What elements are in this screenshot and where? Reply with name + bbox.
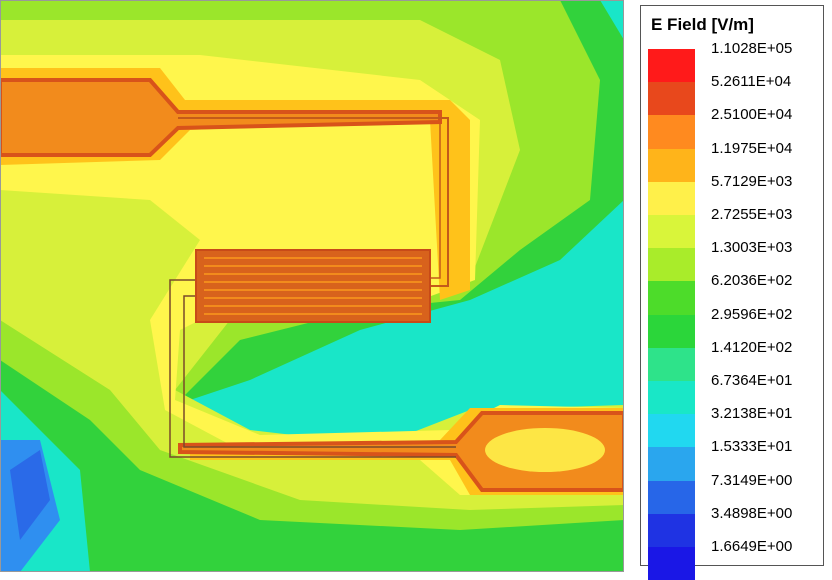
legend-swatch <box>648 82 695 116</box>
legend-swatch <box>648 347 695 382</box>
legend-swatch <box>648 447 695 481</box>
legend-swatch <box>648 248 695 282</box>
legend-tick-label: 1.1028E+05 <box>711 40 793 57</box>
legend-tick-label: 3.2138E+01 <box>711 405 793 423</box>
legend-tick-label: 1.1975E+04 <box>711 139 793 157</box>
legend-tick-label: 5.7129E+03 <box>711 172 793 190</box>
legend-swatch <box>648 414 695 448</box>
legend-title: E Field [V/m] <box>651 15 754 34</box>
lead-top <box>178 117 449 287</box>
legend-tick-label: 1.6649E+00 <box>711 538 793 555</box>
e-field-plot <box>0 0 624 572</box>
legend-tick-label: 1.3003E+03 <box>711 239 793 257</box>
legend-swatch <box>648 181 695 216</box>
legend-tick-label: 2.9596E+02 <box>711 305 793 323</box>
legend-swatch <box>648 49 695 83</box>
legend-tick-label: 2.5100E+04 <box>711 106 793 124</box>
legend-tick-label: 6.7364E+01 <box>711 372 793 389</box>
lead-top-inner <box>428 124 441 279</box>
legend-swatch <box>648 215 695 249</box>
legend-swatch <box>648 115 695 149</box>
legend-swatch <box>648 314 695 348</box>
lead-left <box>169 279 456 458</box>
legend-tick-label: 6.2036E+02 <box>711 272 793 290</box>
legend-tick-label: 1.4120E+02 <box>711 338 793 356</box>
legend-swatch <box>648 381 695 415</box>
legend-swatch <box>648 547 695 580</box>
idt-block <box>195 249 431 323</box>
color-legend: E Field [V/m] 1.1028E+05 5.2611E+04 2.5100… <box>640 5 824 580</box>
idt-fingers <box>204 257 422 315</box>
blue-region-left-dark <box>10 450 50 540</box>
legend-tick-label: 1.5333E+01 <box>711 438 793 456</box>
legend-tick-label: 2.7255E+03 <box>711 206 793 223</box>
right-port-hotspot <box>485 428 605 472</box>
legend-tick-label: 7.3149E+00 <box>711 471 793 489</box>
legend-swatch <box>648 480 695 514</box>
legend-swatch <box>648 513 695 548</box>
legend-swatch <box>648 281 695 315</box>
legend-tick-label: 5.2611E+04 <box>711 73 792 91</box>
legend-tick-label: 3.4898E+00 <box>711 504 793 522</box>
legend-swatch <box>648 148 695 182</box>
lead-left-inner <box>183 295 456 448</box>
